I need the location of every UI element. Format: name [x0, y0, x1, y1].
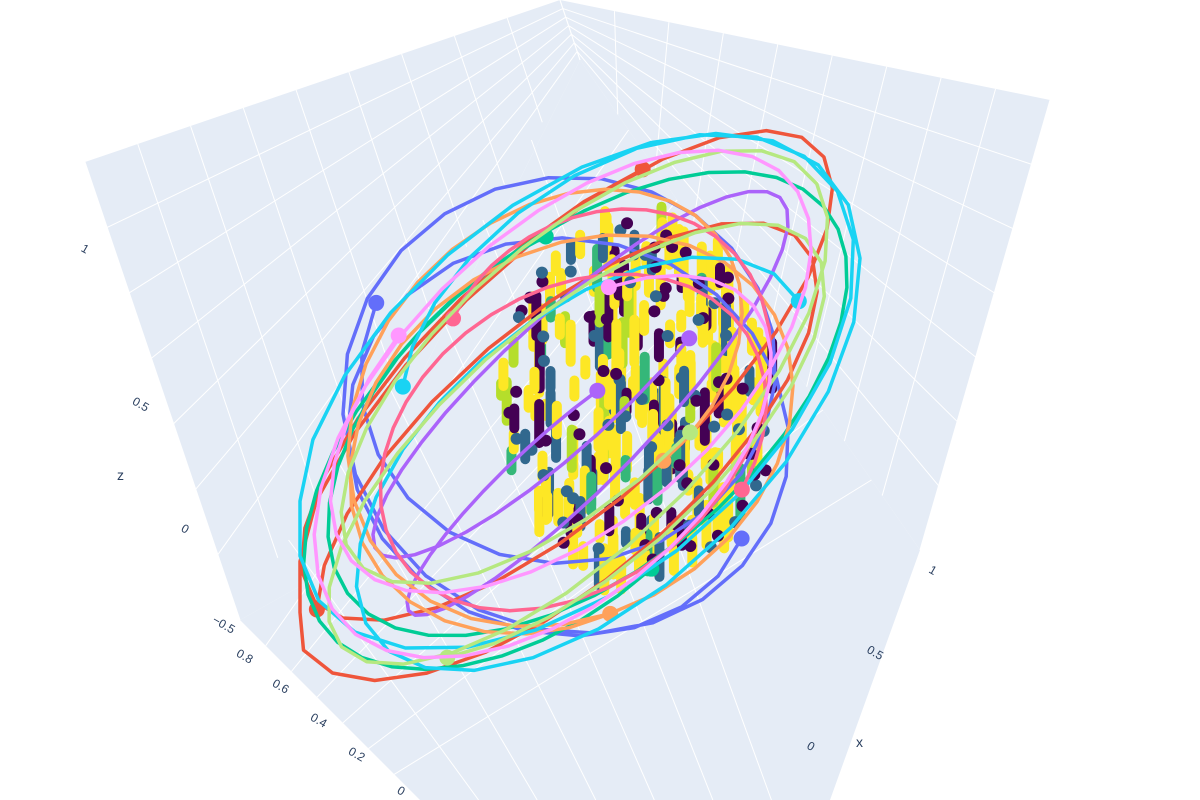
grid-line: [242, 107, 354, 434]
trajectory-start-marker: [589, 382, 606, 399]
cluster-marker: [619, 410, 632, 423]
cluster-marker: [722, 292, 735, 305]
cluster-marker: [573, 428, 586, 441]
grid-line: [190, 125, 317, 496]
cluster-marker: [537, 330, 550, 343]
cluster-marker: [588, 329, 601, 342]
cluster-marker: [597, 365, 610, 378]
trajectory-start-marker: [600, 279, 617, 296]
grid-line: [613, 11, 619, 115]
x-tick-label: 1: [927, 562, 940, 578]
grid-line: [195, 42, 575, 490]
grid-line: [881, 88, 997, 496]
grid-line: [843, 77, 942, 442]
trajectory-lines: [298, 128, 862, 683]
grid-line: [768, 55, 833, 333]
grid-line: [919, 99, 1051, 551]
cluster-marker: [536, 275, 549, 288]
trajectory-end-marker: [368, 294, 385, 311]
grid-line: [559, 0, 581, 61]
grid-line: [106, 8, 564, 228]
cluster-marker: [592, 542, 605, 555]
grid-line: [565, 16, 1014, 230]
grid-line: [129, 16, 566, 294]
cluster-marker: [600, 462, 613, 475]
cluster-marker: [692, 313, 705, 326]
cluster-marker: [621, 217, 634, 230]
cluster-marker: [510, 432, 523, 445]
trajectory-start-marker: [733, 530, 750, 547]
grid-line: [173, 33, 572, 425]
cluster-marker: [708, 420, 721, 433]
grid-line: [562, 8, 1032, 165]
y-tick-label: 0.6: [270, 676, 292, 697]
trajectory-end-marker: [682, 424, 699, 441]
grid-line: [137, 143, 279, 558]
y-tick-label: 0.8: [234, 646, 256, 667]
cluster-marker: [721, 271, 734, 284]
trajectory-line: [378, 207, 773, 613]
grid-line: [730, 44, 779, 278]
cluster-marker: [583, 310, 596, 323]
z-tick-label: 0.5: [130, 394, 152, 415]
z-tick-label: 0: [179, 521, 192, 537]
z-back-pane-left: [85, 0, 580, 620]
grid-line: [401, 53, 468, 247]
trajectory-end-marker: [655, 452, 672, 469]
grid-line: [692, 33, 724, 224]
y-tick-label: 0.2: [346, 744, 368, 765]
trajectory-line: [312, 148, 813, 660]
grid-line: [506, 17, 543, 123]
cluster-marker: [690, 394, 703, 407]
grid-line: [348, 71, 430, 310]
grid-line: [151, 25, 569, 359]
grid-line: [573, 42, 958, 422]
cluster-marker: [750, 479, 763, 492]
cluster-marker: [600, 313, 613, 326]
cluster-marker: [539, 434, 552, 447]
trajectory-start-marker: [733, 481, 750, 498]
y-tick-label: 0.4: [308, 710, 330, 731]
cluster-marker: [720, 329, 733, 342]
grid-line: [217, 51, 578, 555]
cluster-marker: [512, 311, 525, 324]
grid-line: [84, 161, 241, 621]
cluster-marker: [567, 492, 580, 505]
trajectory-end-marker: [390, 327, 407, 344]
trajectory-end-marker: [681, 330, 698, 347]
grid-line: [568, 25, 995, 294]
cluster-marker: [610, 367, 623, 380]
cluster-marker: [736, 382, 749, 395]
y-tick-label: 0: [395, 783, 408, 799]
trajectory-line: [371, 189, 790, 617]
cluster-marker: [679, 246, 692, 259]
trajectory-end-marker: [394, 378, 411, 395]
grid-line: [453, 35, 505, 185]
trajectory-line: [301, 170, 849, 672]
cluster-marker: [535, 266, 548, 279]
cluster-marker: [537, 354, 550, 367]
z-tick-label: 1: [79, 241, 92, 257]
cluster-marker: [503, 406, 516, 419]
grid-line: [295, 89, 392, 372]
cluster-marker: [711, 529, 724, 542]
z-tick-label: −0.5: [210, 613, 238, 637]
cluster-marker: [564, 265, 577, 278]
grid-line: [385, 379, 597, 800]
cluster-marker: [648, 305, 661, 318]
cluster-marker: [649, 290, 662, 303]
x-axis-title: x: [856, 734, 863, 750]
cluster-marker: [673, 459, 686, 472]
trajectory-line: [327, 149, 830, 666]
cluster-marker: [675, 371, 688, 384]
grid-line: [806, 66, 888, 387]
cluster-marker: [645, 441, 658, 454]
z-axis-title: z: [117, 467, 124, 483]
cluster-marker: [661, 329, 674, 342]
cluster-marker: [721, 408, 734, 421]
cluster-marker: [510, 385, 523, 398]
trajectory-line: [298, 131, 862, 673]
scene-background: [85, 0, 1050, 800]
